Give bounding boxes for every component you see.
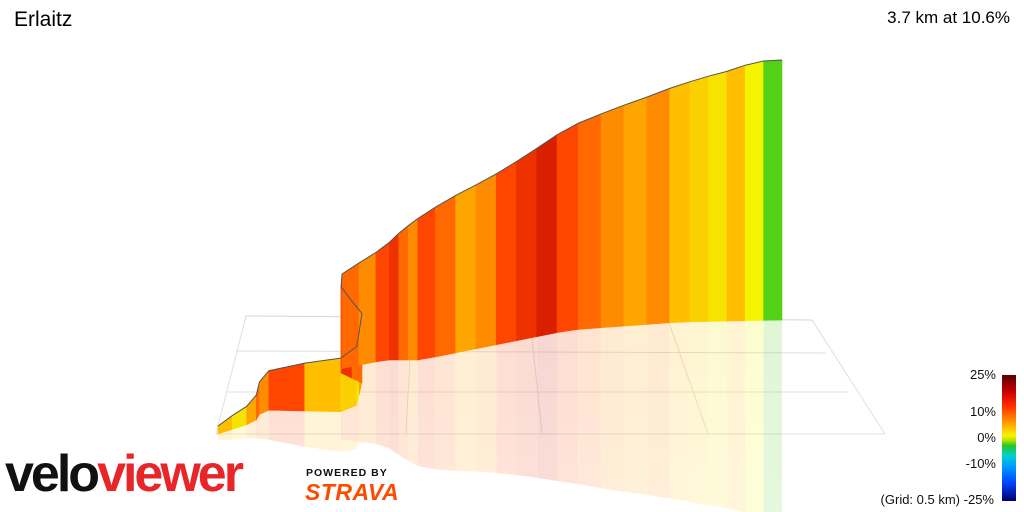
segment-title: Erlaitz	[14, 8, 73, 31]
profile-segment	[763, 59, 783, 321]
profile-segment	[516, 147, 538, 342]
profile-segment	[341, 262, 360, 369]
profile-segment	[475, 173, 497, 350]
profile-segment	[600, 104, 625, 329]
profile-wall	[217, 59, 783, 435]
legend-tick-0: 0%	[977, 430, 996, 445]
profile-segment	[726, 64, 746, 322]
profile-segment	[495, 160, 517, 346]
profile-segment	[435, 194, 456, 358]
profile-segment	[304, 357, 341, 412]
legend-tick-25: 25%	[969, 367, 996, 382]
profile-segment	[417, 206, 436, 361]
profile-segment	[556, 122, 579, 333]
profile-segment	[536, 134, 558, 338]
powered-by-label: POWERED BY	[306, 467, 388, 479]
legend-tick-minus10: -10%	[965, 456, 996, 471]
profile-segment	[577, 113, 602, 330]
profile-segment	[623, 96, 648, 327]
profile-segment	[708, 70, 728, 322]
profile-segment	[375, 241, 390, 363]
strava-logo: STRAVA	[305, 479, 400, 505]
profile-segment	[398, 225, 409, 361]
profile-top-edge	[217, 59, 783, 427]
legend-tick-minus25: -25%	[963, 492, 994, 507]
profile-segment	[268, 362, 306, 412]
veloviewer-logo: veloviewer	[5, 445, 244, 503]
profile-segment	[389, 232, 400, 361]
profile-segment	[689, 75, 709, 323]
profile-segment	[669, 81, 691, 324]
reflection-fade	[0, 322, 1024, 512]
profile-segment	[646, 87, 671, 325]
profile-segment	[407, 218, 419, 361]
legend-tick-10: 10%	[969, 404, 996, 419]
segment-summary: 3.7 km at 10.6%	[887, 8, 1010, 27]
profile-segment	[455, 184, 477, 354]
profile-segment	[358, 251, 377, 366]
gradient-legend-bar	[1002, 375, 1016, 501]
profile-segment	[744, 60, 764, 322]
grid-scale-note: (Grid: 0.5 km) -25%	[880, 492, 994, 507]
